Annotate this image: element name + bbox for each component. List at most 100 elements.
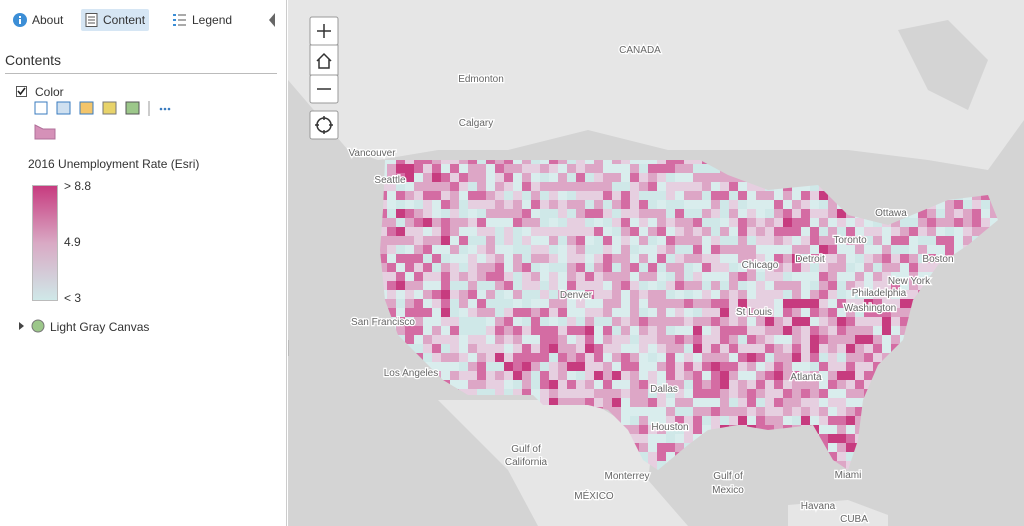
tool-icon[interactable]: [34, 101, 48, 115]
county: [720, 209, 729, 218]
county: [711, 371, 720, 380]
county: [810, 389, 819, 398]
county: [837, 398, 846, 407]
county: [531, 227, 540, 236]
county: [864, 362, 873, 371]
county: [612, 353, 621, 362]
county: [954, 209, 963, 218]
home-button[interactable]: [309, 44, 339, 76]
county: [423, 164, 432, 173]
about-tab[interactable]: About: [10, 9, 67, 31]
county: [630, 182, 639, 191]
county: [522, 317, 531, 326]
county: [729, 263, 738, 272]
county: [891, 245, 900, 254]
county: [380, 245, 387, 254]
county: [648, 263, 657, 272]
map[interactable]: CANADAEdmontonCalgaryVancouverSeattleOtt…: [288, 0, 1024, 526]
county: [387, 160, 396, 164]
content-tab[interactable]: Content: [81, 9, 150, 31]
county: [810, 281, 819, 290]
county: [729, 335, 738, 344]
county: [702, 362, 711, 371]
county: [576, 353, 585, 362]
county: [666, 209, 675, 218]
splitter[interactable]: [288, 340, 289, 356]
county: [747, 245, 756, 254]
county: [477, 389, 486, 398]
county: [531, 389, 540, 398]
checkbox[interactable]: [16, 86, 27, 97]
locate-button[interactable]: [309, 110, 339, 140]
county: [477, 362, 486, 371]
county: [558, 236, 567, 245]
county: [513, 245, 522, 254]
county: [567, 308, 576, 317]
county: [657, 160, 666, 164]
content-icon: [85, 13, 98, 27]
basemap-icon[interactable]: [19, 319, 47, 333]
county: [495, 299, 504, 308]
tool-icon[interactable]: [56, 101, 71, 115]
county: [657, 461, 666, 470]
tool-icon[interactable]: [125, 101, 140, 115]
county: [774, 281, 783, 290]
county: [765, 425, 774, 434]
county: [396, 299, 405, 308]
county: [783, 245, 792, 254]
county: [567, 398, 576, 407]
county: [639, 452, 648, 461]
county: [945, 200, 954, 209]
legend-tab[interactable]: Legend: [170, 9, 236, 31]
county: [765, 335, 774, 344]
tool-icon[interactable]: [79, 101, 94, 115]
county: [621, 254, 630, 263]
county: [612, 308, 621, 317]
county: [387, 173, 396, 182]
county: [432, 218, 441, 227]
county: [927, 236, 936, 245]
county: [837, 326, 846, 335]
layer-name[interactable]: Light Gray Canvas: [50, 320, 150, 334]
county: [837, 425, 846, 434]
county: [495, 173, 504, 182]
county: [873, 227, 882, 236]
county: [522, 160, 531, 164]
county: [504, 182, 513, 191]
county: [594, 335, 603, 344]
county: [585, 272, 594, 281]
more-button[interactable]: [159, 107, 171, 111]
county: [531, 353, 540, 362]
county: [756, 371, 765, 380]
place-label: Toronto: [833, 235, 867, 246]
county: [477, 272, 486, 281]
county: [648, 290, 657, 299]
county: [531, 200, 540, 209]
county: [666, 299, 675, 308]
collapse-button[interactable]: [267, 13, 277, 27]
county: [657, 299, 666, 308]
county: [603, 160, 612, 164]
county: [783, 416, 792, 425]
county: [441, 209, 450, 218]
county: [450, 299, 459, 308]
county: [684, 191, 693, 200]
county: [585, 335, 594, 344]
county: [477, 335, 486, 344]
county: [621, 281, 630, 290]
tool-icon[interactable]: [102, 101, 117, 115]
layer-name[interactable]: Color: [35, 85, 64, 99]
county: [432, 362, 441, 371]
county: [666, 160, 675, 164]
county: [891, 299, 900, 308]
county: [387, 272, 396, 281]
county: [945, 227, 954, 236]
county: [612, 191, 621, 200]
county: [549, 160, 558, 164]
county: [432, 245, 441, 254]
county: [567, 389, 576, 398]
county: [387, 308, 396, 317]
county: [765, 326, 774, 335]
county: [648, 326, 657, 335]
county: [603, 191, 612, 200]
